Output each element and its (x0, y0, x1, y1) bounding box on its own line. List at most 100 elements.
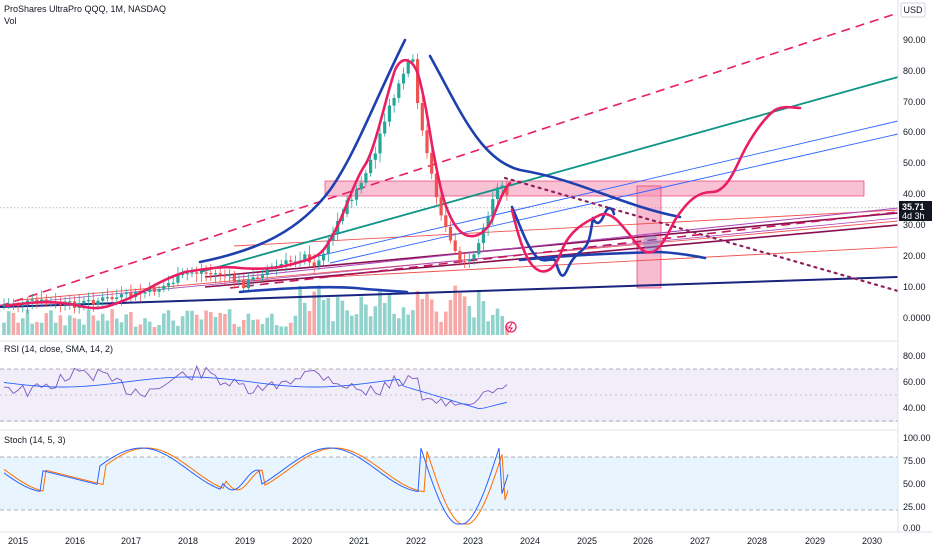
rsi-ticks: 80.00 60.00 40.00 (903, 351, 926, 413)
candle-body (505, 185, 509, 195)
volume-bar (129, 312, 133, 335)
volume-bar (44, 313, 49, 335)
candle-body (232, 274, 236, 282)
candle-body (322, 253, 326, 261)
candle-body (448, 227, 453, 241)
candle-body (472, 254, 476, 260)
clock-bolt-icon[interactable] (505, 321, 517, 333)
candle-body (463, 261, 467, 263)
volume-bar (124, 314, 128, 335)
volume-bar (176, 325, 180, 335)
volume-bar (284, 326, 288, 335)
stoch-tick: 50.00 (903, 479, 926, 489)
candle-body (218, 273, 222, 276)
rsi-sma-line (3, 376, 508, 410)
volume-bar (63, 325, 67, 335)
rsi-line (3, 364, 508, 407)
last-price-tag[interactable]: 35.71 4d 3h (899, 201, 932, 221)
volume-bar (256, 319, 260, 335)
volume-bar (72, 318, 77, 335)
candle-body (119, 294, 124, 298)
volume-bar (171, 320, 175, 335)
dark-pink-dashed-trend[interactable] (229, 211, 899, 289)
volume-bar (100, 313, 105, 335)
time-label: 2018 (178, 536, 198, 546)
candle-body (82, 300, 86, 303)
volume-bar (350, 315, 354, 335)
rsi-pane[interactable]: RSI (14, close, SMA, 14, 2) (0, 340, 898, 422)
volume-bar (241, 319, 246, 335)
candle-body (157, 289, 161, 292)
volume-bar (143, 318, 147, 335)
candle-body (152, 287, 156, 292)
candle-body (458, 250, 462, 262)
volume-bar (373, 306, 378, 335)
volume-bar (411, 310, 415, 335)
candle-body (326, 240, 330, 254)
volume-bar (495, 308, 500, 335)
time-axis[interactable]: 2015 2016 2017 2018 2019 2020 2021 2022 … (0, 531, 932, 546)
volume-bar (331, 321, 335, 335)
volume-bar (382, 302, 387, 335)
volume-bar (448, 299, 453, 335)
candle-body (181, 273, 185, 276)
stoch-legend[interactable]: Stoch (14, 5, 3) (4, 435, 66, 445)
rsi-legend[interactable]: RSI (14, close, SMA, 14, 2) (4, 344, 113, 354)
volume-bar (110, 309, 114, 335)
dotted-downtrend[interactable] (503, 176, 900, 293)
navy-support-line[interactable] (0, 276, 899, 308)
candle-body (256, 277, 260, 279)
time-label: 2028 (747, 536, 767, 546)
candle-body (467, 259, 471, 262)
main-pane[interactable]: ProShares UltraPro QQQ, 1M, NASDAQ Vol (0, 4, 900, 335)
blue-curves (198, 38, 707, 294)
teal-trend-line[interactable] (199, 76, 899, 273)
candle-body (96, 300, 100, 305)
candle-body (124, 292, 128, 295)
price-tick: 30.00 (903, 220, 926, 230)
currency-button[interactable] (900, 2, 926, 18)
pink-dashed-trend[interactable] (0, 12, 899, 307)
volume-bar (91, 315, 96, 335)
volume-bar (133, 326, 138, 335)
candle-body (420, 103, 424, 131)
time-label: 2027 (690, 536, 710, 546)
candle-body (491, 199, 495, 217)
volume-bar (288, 322, 293, 335)
volume-bar (21, 318, 25, 335)
volume-bar (312, 291, 316, 335)
time-label: 2030 (862, 536, 882, 546)
volume-bar (30, 323, 34, 335)
candle-body (91, 300, 95, 305)
volume-bar (472, 317, 476, 335)
volume-bar (199, 319, 204, 335)
time-label: 2029 (805, 536, 825, 546)
candle-body (378, 133, 382, 154)
volume-bar (481, 301, 486, 335)
candle-body (30, 299, 34, 301)
volume-bar (406, 314, 410, 335)
volume-bar (86, 309, 91, 335)
candle-body (387, 105, 391, 122)
volume-bar (274, 325, 279, 335)
stoch-pane[interactable]: Stoch (14, 5, 3) (0, 429, 898, 525)
volume-bar (105, 320, 110, 335)
candle-body (110, 297, 114, 300)
symbol-legend[interactable]: ProShares UltraPro QQQ, 1M, NASDAQ (4, 4, 166, 14)
stoch-tick: 25.00 (903, 502, 926, 512)
candle-body (246, 279, 250, 289)
volume-bar (392, 313, 396, 335)
rsi-tick: 40.00 (903, 403, 926, 413)
candle-body (190, 272, 194, 274)
price-tick: 20.00 (903, 251, 926, 261)
resistance-zone[interactable] (324, 180, 865, 197)
volume-bar (194, 314, 199, 335)
price-scale[interactable]: USD 90.00 80.00 70.00 60.00 50.00 40.00 … (897, 0, 932, 533)
purple-trend-lines (0, 207, 899, 306)
volume-legend[interactable]: Vol (4, 16, 17, 26)
candle-body (303, 254, 307, 261)
volume-bar (307, 311, 312, 335)
volume-bar (152, 326, 157, 335)
candle-body (345, 200, 349, 214)
